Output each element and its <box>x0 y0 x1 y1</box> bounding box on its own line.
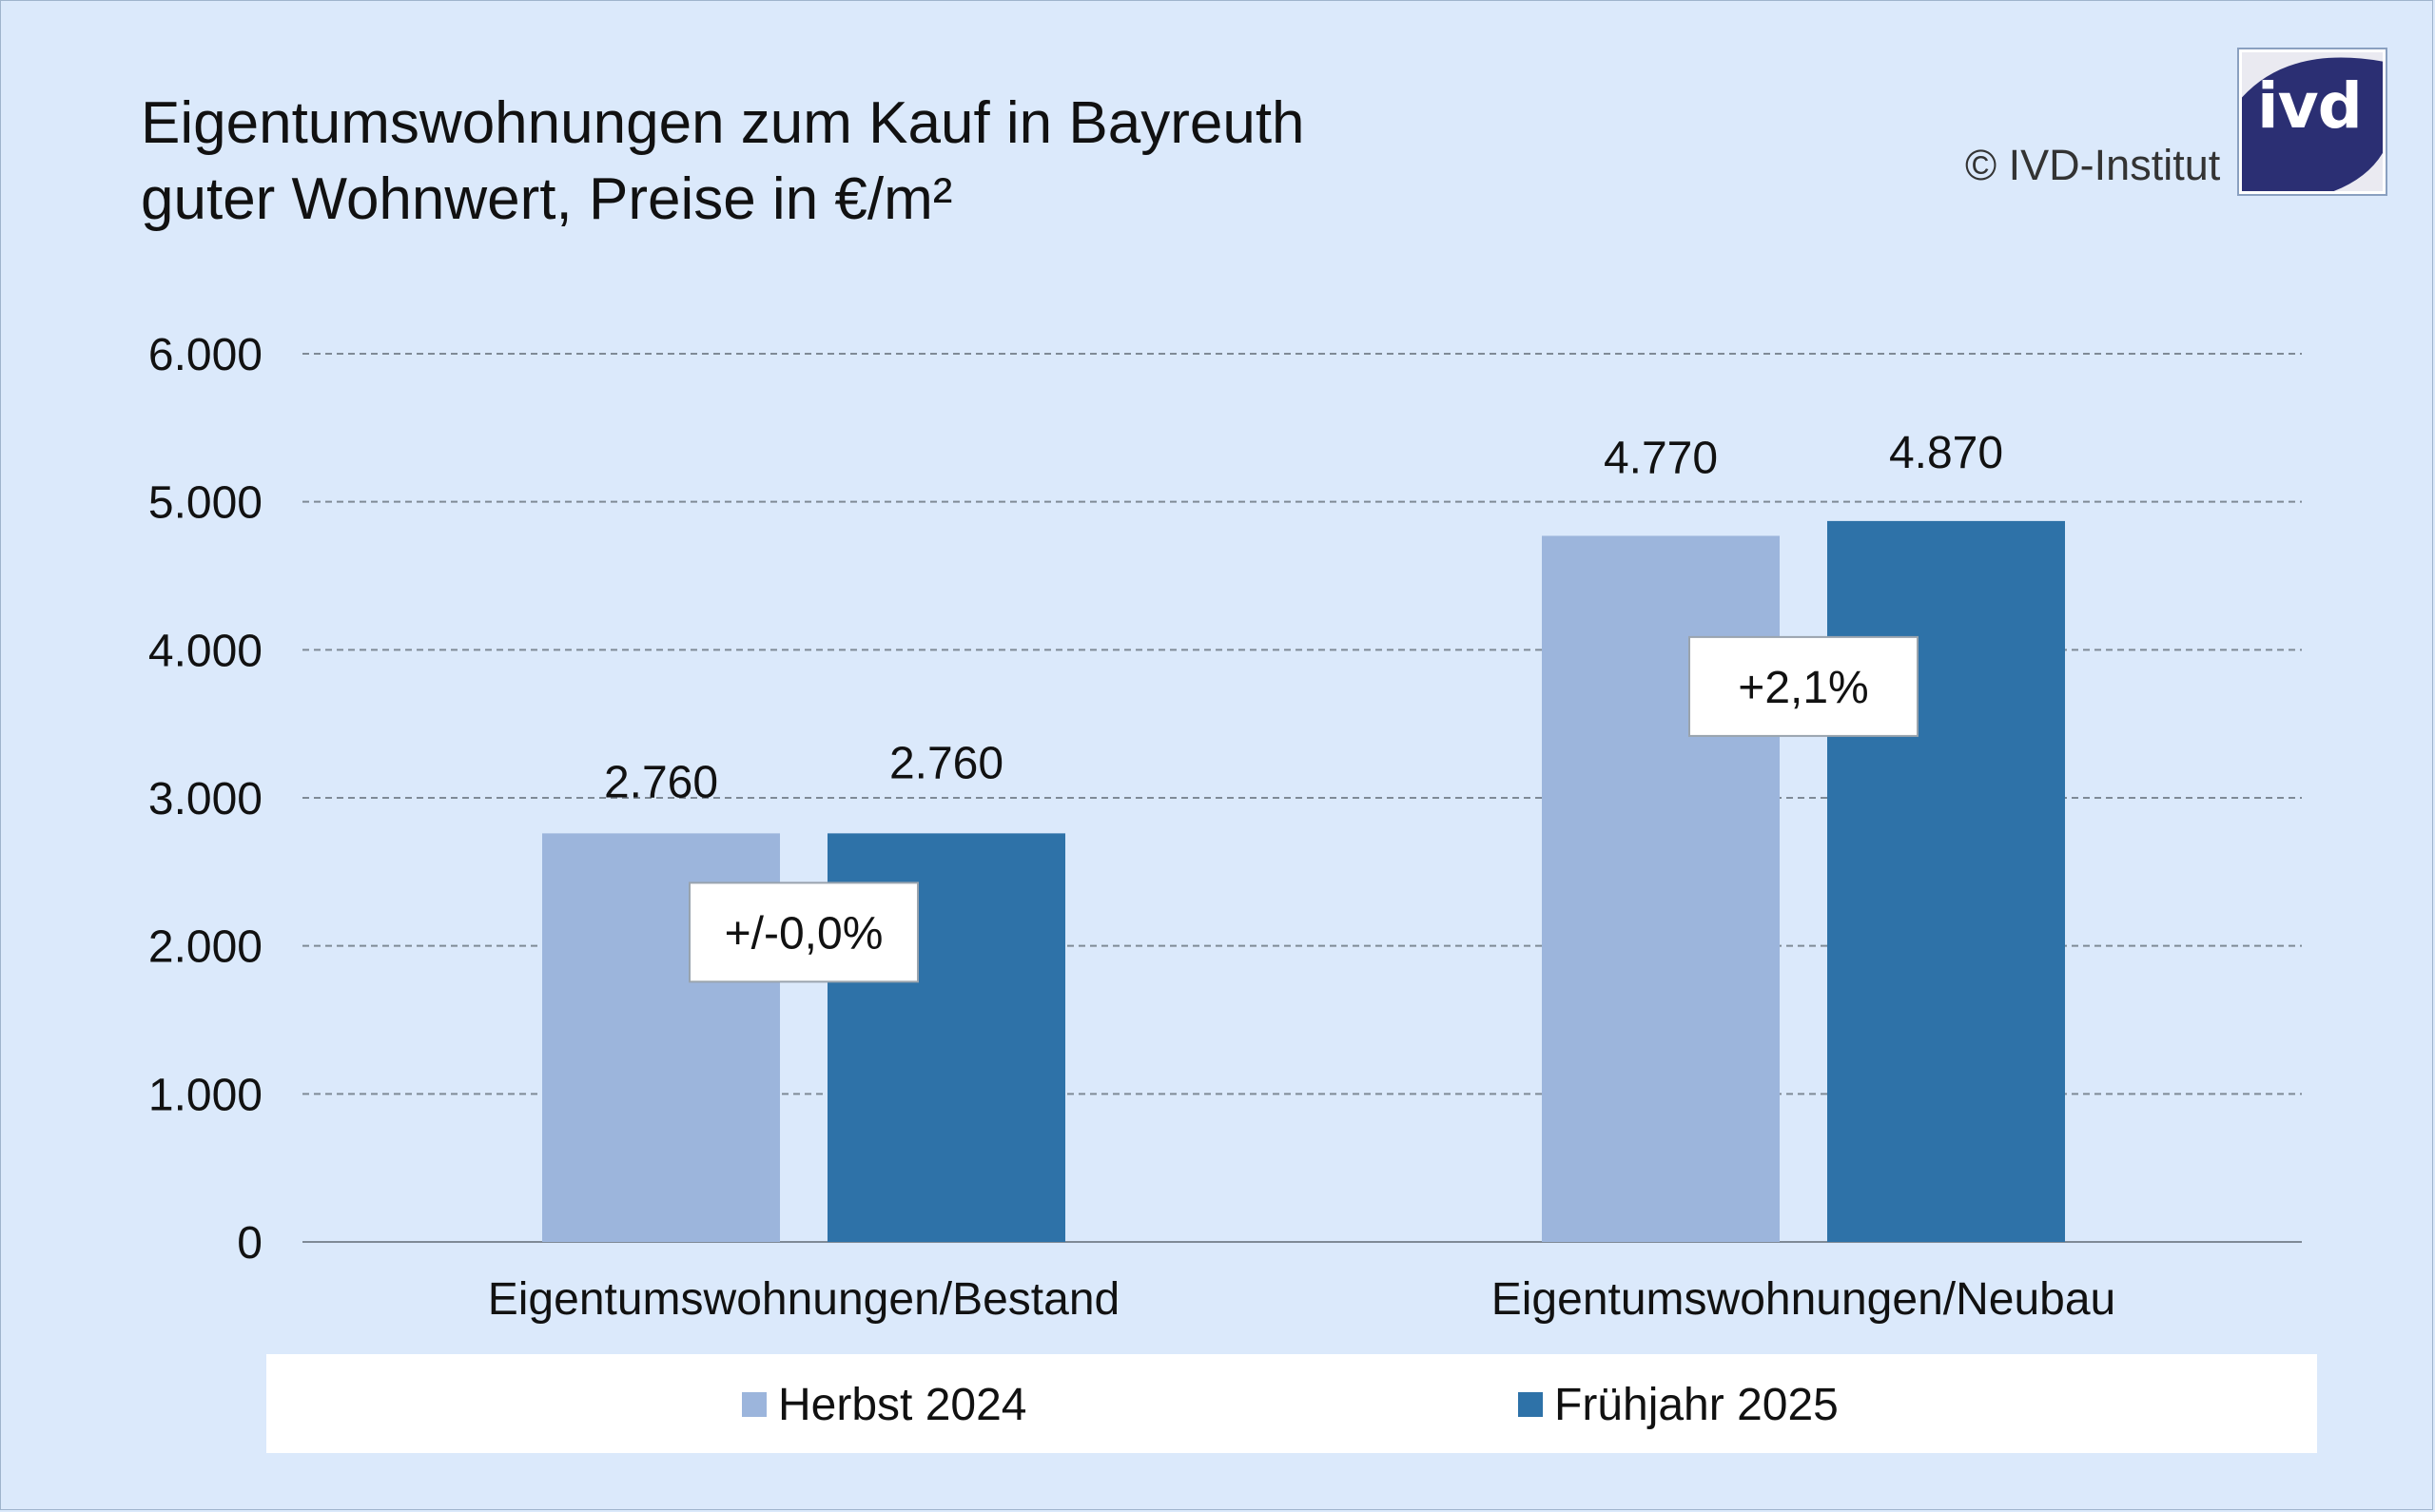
logo-text: ivd <box>2257 69 2363 143</box>
bars <box>542 520 2065 1242</box>
change-box-bg <box>1688 635 1919 737</box>
title-line-2: guter Wohnwert, Preise in €/m² <box>141 166 953 232</box>
change-label-text: +2,1% <box>1738 663 1868 713</box>
y-tick-label: 6.000 <box>148 330 263 380</box>
change-box-bg <box>689 882 919 983</box>
data-label: 2.760 <box>889 738 1003 788</box>
bar <box>1827 520 2065 1242</box>
legend-item-fruehjahr-2025: Frühjahr 2025 <box>1518 1379 1839 1430</box>
x-axis-label: Eigentumswohnungen/Bestand <box>488 1274 1120 1325</box>
legend-swatch-herbst-2024 <box>742 1392 767 1417</box>
data-label: 4.870 <box>1889 428 2003 478</box>
ivd-logo: ivd <box>2239 49 2386 194</box>
legend: Herbst 2024 Frühjahr 2025 <box>266 1354 2317 1453</box>
y-tick-label: 2.000 <box>148 922 263 973</box>
y-tick-label: 4.000 <box>148 626 263 676</box>
change-label-text: +/-0,0% <box>725 908 884 959</box>
x-axis-labels: Eigentumswohnungen/Bestand Eigentumswohnu… <box>488 1274 2115 1325</box>
copyright-text: © IVD-Institut <box>1965 141 2221 189</box>
y-tick-label: 1.000 <box>148 1070 263 1120</box>
y-tick-label: 0 <box>237 1218 263 1269</box>
change-label-box: +2,1% <box>1688 635 1919 737</box>
data-label: 4.770 <box>1604 433 1718 483</box>
y-axis-ticks: 0 1.000 2.000 3.000 4.000 5.000 6.000 <box>148 330 263 1269</box>
change-label-box: +/-0,0% <box>689 882 919 983</box>
change-labels: +/-0,0% +2,1% <box>689 635 1919 983</box>
legend-label-herbst-2024: Herbst 2024 <box>778 1379 1027 1430</box>
logo-swoosh <box>2242 52 2383 191</box>
y-tick-label: 5.000 <box>148 478 263 529</box>
legend-swatch-fruehjahr-2025 <box>1518 1392 1543 1417</box>
title-line-1: Eigentumswohnungen zum Kauf in Bayreuth <box>141 90 1305 156</box>
legend-item-herbst-2024: Herbst 2024 <box>742 1379 1027 1430</box>
data-labels: 2.760 2.760 4.770 4.870 <box>604 428 2003 807</box>
y-tick-label: 3.000 <box>148 774 263 824</box>
legend-label-fruehjahr-2025: Frühjahr 2025 <box>1554 1379 1839 1430</box>
chart-title: Eigentumswohnungen zum Kauf in Bayreuth … <box>141 86 1305 238</box>
data-label: 2.760 <box>604 757 718 807</box>
x-axis-label: Eigentumswohnungen/Neubau <box>1491 1274 2115 1325</box>
